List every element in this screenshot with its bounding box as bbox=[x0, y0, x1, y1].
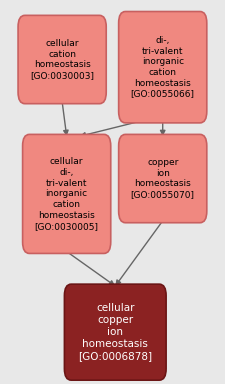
FancyBboxPatch shape bbox=[22, 134, 110, 253]
Text: di-,
tri-valent
inorganic
cation
homeostasis
[GO:0055066]: di-, tri-valent inorganic cation homeost… bbox=[130, 36, 194, 99]
Text: cellular
di-,
tri-valent
inorganic
cation
homeostasis
[GO:0030005]: cellular di-, tri-valent inorganic catio… bbox=[34, 157, 98, 231]
FancyBboxPatch shape bbox=[118, 12, 206, 123]
Text: cellular
copper
ion
homeostasis
[GO:0006878]: cellular copper ion homeostasis [GO:0006… bbox=[78, 303, 152, 361]
FancyBboxPatch shape bbox=[118, 134, 206, 223]
Text: copper
ion
homeostasis
[GO:0055070]: copper ion homeostasis [GO:0055070] bbox=[130, 158, 194, 199]
FancyBboxPatch shape bbox=[64, 284, 165, 380]
Text: cellular
cation
homeostasis
[GO:0030003]: cellular cation homeostasis [GO:0030003] bbox=[30, 39, 94, 80]
FancyBboxPatch shape bbox=[18, 15, 106, 104]
